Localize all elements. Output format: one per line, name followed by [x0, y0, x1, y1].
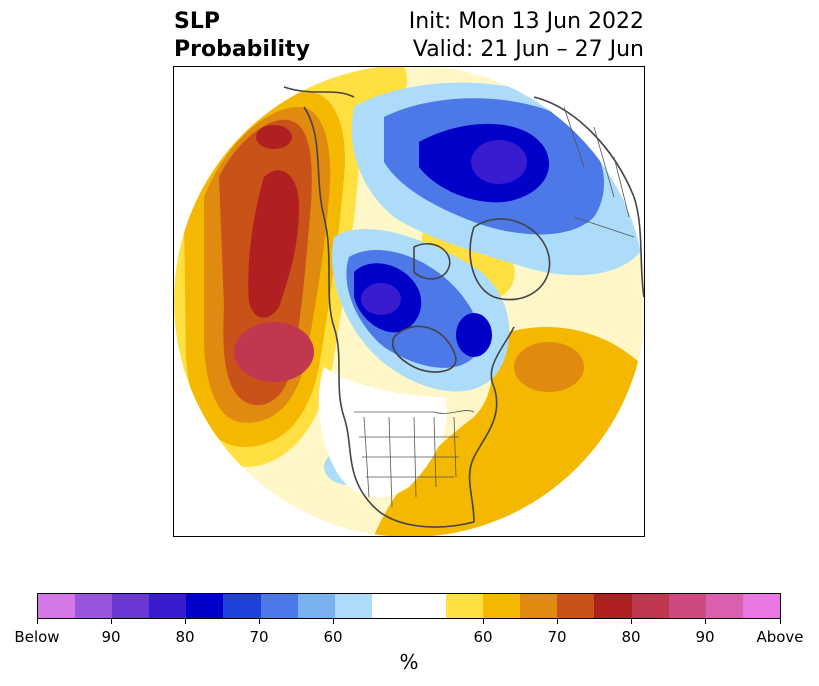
colorbar-units: % [399, 650, 419, 674]
colorbar-segment [631, 594, 669, 618]
colorbar-segment [223, 594, 261, 618]
colorbar-tick [557, 619, 558, 624]
title-valid-range: Valid: 21 Jun – 27 Jun [412, 37, 644, 62]
neutral-region-north-america [318, 367, 447, 498]
us-canada-border [354, 410, 475, 414]
colorbar-label-above-70: 70 [547, 628, 567, 646]
above-region-pacific-core [248, 170, 299, 318]
colorbar-tick [631, 619, 632, 624]
colorbar-segment [112, 594, 150, 618]
colorbar-segment [371, 594, 447, 618]
below-region-canada-max [361, 283, 401, 315]
colorbar-tick [780, 619, 781, 624]
title-variable: SLP [174, 9, 220, 34]
colorbar-segment [446, 594, 484, 618]
colorbar [37, 593, 781, 619]
north-america-east-coast [468, 326, 515, 523]
above-region-pacific-max [234, 322, 314, 382]
colorbar-segment [705, 594, 743, 618]
title-init-date: Init: Mon 13 Jun 2022 [408, 9, 644, 34]
colorbar-segment [520, 594, 558, 618]
colorbar-segment [483, 594, 521, 618]
colorbar-segment [149, 594, 187, 618]
alaska-coast [283, 86, 355, 98]
title-product: Probability [174, 37, 310, 62]
colorbar-tick [259, 619, 260, 624]
colorbar-label-below-60: 60 [323, 628, 343, 646]
colorbar-segment [334, 594, 372, 618]
colorbar-label-below-90: 90 [101, 628, 121, 646]
colorbar-segment [594, 594, 632, 618]
north-america-west-coast [303, 106, 475, 528]
colorbar-label-below: Below [14, 628, 60, 646]
border-layer [354, 106, 635, 508]
below-region-labrador-core [456, 313, 492, 357]
above-region-gulf-core [256, 125, 292, 149]
above-region-atlantic-core [514, 342, 584, 392]
map-panel [173, 66, 645, 537]
colorbar-tick [483, 619, 484, 624]
us-state-lines [359, 416, 459, 508]
eurasia-coast [533, 96, 644, 298]
greenland-coast [469, 218, 551, 301]
title-right: Init: Mon 13 Jun 2022 Valid: 21 Jun – 27… [409, 8, 644, 64]
colorbar-tick [705, 619, 706, 624]
arctic-islands-coast [413, 242, 451, 280]
colorbar-label-above-60: 60 [473, 628, 493, 646]
colorbar-label-above: Above [756, 628, 804, 646]
colorbar-label-below-80: 80 [175, 628, 195, 646]
colorbar-segment [742, 594, 780, 618]
colorbar-tick [37, 619, 38, 624]
probability-map [174, 67, 644, 536]
colorbar-segment [260, 594, 298, 618]
colorbar-label-above-80: 80 [621, 628, 641, 646]
colorbar-tick [111, 619, 112, 624]
colorbar-label-below-70: 70 [249, 628, 269, 646]
colorbar-segment [75, 594, 113, 618]
colorbar-label-above-90: 90 [695, 628, 715, 646]
colorbar-segment [668, 594, 706, 618]
hudson-bay-coast [392, 325, 457, 373]
coastline-layer [283, 86, 644, 528]
colorbar-tick [333, 619, 334, 624]
below-region-arctic-max [471, 140, 527, 184]
colorbar-segment [297, 594, 335, 618]
colorbar-segment [38, 594, 76, 618]
colorbar-segment [186, 594, 224, 618]
colorbar-tick [185, 619, 186, 624]
eurasia-country-lines [563, 106, 635, 238]
colorbar-segment [557, 594, 595, 618]
title-left: SLP Probability [174, 8, 310, 64]
